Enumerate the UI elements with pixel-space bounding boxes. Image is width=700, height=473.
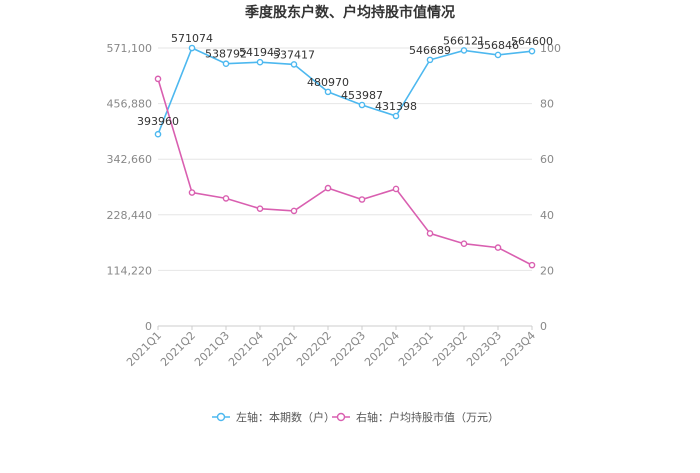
data-point	[290, 207, 298, 215]
x-axis-tick-label: 2023Q1	[396, 329, 436, 369]
data-point	[392, 112, 400, 120]
data-point	[460, 240, 468, 248]
legend-label[interactable]: 右轴：户均持股市值（万元）	[356, 410, 499, 424]
x-axis-tick-label: 2021Q2	[158, 329, 198, 369]
x-axis-tick-label: 2023Q4	[498, 329, 538, 369]
left-axis-tick-label: 456,880	[107, 98, 153, 111]
legend-marker[interactable]	[216, 412, 226, 422]
series-line	[157, 46, 533, 135]
x-axis-tick-label: 2022Q2	[294, 329, 334, 369]
legend[interactable]: 左轴：本期数（户） 右轴：户均持股市值（万元）	[212, 410, 499, 424]
grid-layer	[158, 47, 532, 327]
data-label: 537417	[273, 48, 315, 61]
data-label: 556846	[477, 39, 519, 52]
legend-marker[interactable]	[336, 412, 346, 422]
data-point	[324, 88, 332, 96]
data-point	[154, 75, 162, 83]
data-point	[188, 44, 196, 52]
data-label: 571074	[171, 32, 213, 45]
data-label: 480970	[307, 76, 349, 89]
right-axis-tick-label: 100	[540, 42, 561, 55]
right-axis-tick-label: 20	[540, 264, 554, 277]
x-axis-tick-label: 2021Q1	[124, 329, 164, 369]
data-point	[494, 244, 502, 251]
data-point	[358, 196, 366, 203]
data-label: 541943	[239, 46, 281, 59]
data-point	[222, 195, 230, 202]
data-label: 564600	[511, 35, 553, 48]
data-point	[426, 56, 434, 64]
left-axis-tick-label: 228,440	[107, 209, 153, 222]
left-axis-tick-label: 571,100	[107, 42, 153, 55]
x-axis-tick-label: 2022Q3	[328, 329, 368, 369]
data-point	[358, 101, 366, 109]
chart-title: 季度股东户数、户均持股市值情况	[244, 4, 455, 21]
right-axis-tick-label: 80	[540, 98, 554, 111]
series-layer	[154, 44, 536, 269]
data-label: 393960	[137, 115, 179, 128]
data-point	[392, 185, 400, 193]
data-point	[324, 184, 332, 192]
data-label: 453987	[341, 89, 383, 102]
data-point	[460, 47, 468, 54]
data-point	[426, 230, 434, 237]
data-point	[528, 47, 536, 55]
data-point	[256, 205, 264, 212]
left-axis-tick-label: 342,660	[107, 153, 153, 166]
x-axis-tick-label: 2023Q2	[430, 329, 470, 369]
data-point	[494, 51, 502, 59]
left-axis-tick-label: 114,220	[107, 264, 153, 277]
legend-label[interactable]: 左轴：本期数（户）	[236, 410, 335, 424]
data-label: 546689	[409, 44, 451, 57]
data-point	[188, 189, 196, 196]
data-point	[222, 60, 230, 68]
data-point	[290, 61, 298, 68]
data-label: 566121	[443, 34, 485, 47]
left-axis-tick-label: 0	[145, 320, 152, 333]
right-axis-tick-label: 0	[540, 320, 547, 333]
data-label: 538792	[205, 48, 247, 61]
right-axis-tick-label: 40	[540, 209, 554, 222]
x-axis-tick-label: 2021Q3	[192, 329, 232, 369]
x-axis-tick-label: 2022Q1	[260, 329, 300, 369]
x-axis-tick-label: 2023Q3	[464, 329, 504, 369]
series-line	[157, 78, 533, 266]
data-point	[528, 261, 536, 269]
right-axis-tick-label: 60	[540, 153, 554, 166]
x-axis-tick-label: 2021Q4	[226, 329, 266, 369]
data-label: 431398	[375, 100, 417, 113]
data-point	[154, 130, 162, 138]
data-point	[256, 58, 264, 66]
x-axis-tick-label: 2022Q4	[362, 329, 402, 369]
